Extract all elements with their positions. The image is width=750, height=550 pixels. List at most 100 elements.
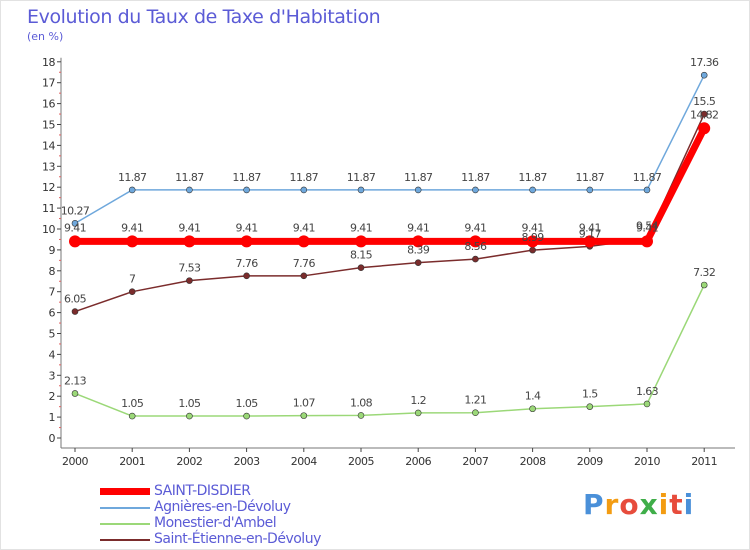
data-label: 11.87 bbox=[633, 171, 662, 184]
data-point bbox=[700, 71, 708, 79]
data-label: 7.76 bbox=[293, 257, 316, 270]
data-point bbox=[641, 235, 653, 248]
y-tick-label: 14 bbox=[42, 139, 55, 152]
data-point bbox=[71, 220, 79, 227]
data-point bbox=[300, 186, 308, 194]
y-tick-label: 18 bbox=[42, 56, 55, 69]
legend-item-monestier: Monestier-d'Ambel bbox=[100, 515, 420, 532]
legend-item-saint-disdier: SAINT-DISDIER bbox=[100, 483, 420, 500]
data-point bbox=[357, 186, 365, 194]
data-label: 1.05 bbox=[178, 397, 201, 410]
data-label: 9.41 bbox=[178, 221, 200, 234]
data-label: 7.53 bbox=[178, 262, 201, 275]
logo-letter: o bbox=[619, 488, 640, 521]
data-point bbox=[414, 409, 422, 417]
data-point bbox=[414, 259, 422, 266]
data-label: 17.36 bbox=[690, 56, 719, 69]
data-point bbox=[700, 281, 708, 289]
data-point bbox=[583, 235, 596, 248]
legend-label: Agnières-en-Dévoluy bbox=[154, 499, 291, 515]
data-point bbox=[243, 412, 250, 420]
logo-letter: x bbox=[639, 488, 659, 521]
data-label: 9.41 bbox=[64, 221, 86, 234]
data-label: 6.05 bbox=[64, 293, 87, 306]
y-tick-label: 16 bbox=[42, 98, 55, 111]
x-tick-label: 2011 bbox=[691, 455, 717, 468]
data-point bbox=[126, 235, 139, 248]
data-label: 9.41 bbox=[293, 221, 315, 234]
legend-label: SAINT-DISDIER bbox=[154, 483, 251, 499]
chart-title: Evolution du Taux de Taxe d'Habitation bbox=[27, 6, 381, 28]
logo-letter: P bbox=[583, 488, 605, 521]
data-label: 7 bbox=[129, 273, 136, 286]
logo-letter: i bbox=[683, 488, 695, 521]
legend-swatch bbox=[100, 507, 150, 509]
data-point bbox=[297, 235, 310, 248]
data-label: 9.41 bbox=[636, 221, 658, 234]
data-point bbox=[529, 186, 536, 194]
data-label: 11.87 bbox=[118, 171, 147, 184]
data-point bbox=[472, 186, 479, 194]
legend-swatch bbox=[100, 488, 150, 495]
chart-data-labels: 9.41 9.41 9.41 9.41 9.41 9.41 9.41 9.41 9.41 9.41… bbox=[61, 56, 720, 410]
data-point bbox=[186, 412, 193, 420]
data-label: 7.76 bbox=[236, 257, 259, 270]
data-point bbox=[128, 186, 136, 194]
data-point bbox=[643, 400, 651, 408]
y-tick-label: 3 bbox=[49, 369, 56, 382]
data-label: 9.54 bbox=[636, 220, 659, 233]
data-point bbox=[186, 277, 193, 284]
data-point bbox=[128, 412, 136, 420]
chart-unit-label: (en %) bbox=[27, 30, 64, 43]
y-tick-label: 12 bbox=[42, 181, 55, 194]
data-label: 9.41 bbox=[350, 221, 372, 234]
data-point bbox=[529, 246, 536, 254]
data-point bbox=[71, 390, 79, 397]
data-point bbox=[300, 272, 308, 280]
data-point bbox=[355, 235, 367, 248]
data-label: 11.87 bbox=[576, 171, 605, 184]
x-tick-label: 2006 bbox=[405, 455, 431, 468]
data-label: 8.39 bbox=[407, 244, 430, 257]
data-label: 1.4 bbox=[525, 390, 541, 403]
series-line bbox=[71, 124, 708, 245]
data-point bbox=[243, 272, 250, 280]
x-tick-label: 2005 bbox=[348, 455, 374, 468]
y-tick-label: 13 bbox=[42, 160, 55, 173]
data-label: 14.82 bbox=[690, 108, 719, 121]
data-label: 9.41 bbox=[121, 221, 143, 234]
data-label: 8.99 bbox=[522, 231, 545, 244]
data-label: 1.05 bbox=[236, 397, 259, 410]
data-point bbox=[586, 403, 594, 410]
x-tick-label: 2002 bbox=[176, 455, 202, 468]
y-tick-label: 2 bbox=[49, 390, 56, 403]
y-tick-label: 6 bbox=[49, 307, 56, 320]
data-point bbox=[183, 235, 196, 248]
x-tick-label: 2007 bbox=[462, 455, 488, 468]
data-label: 1.05 bbox=[121, 397, 144, 410]
x-tick-label: 2008 bbox=[520, 455, 546, 468]
data-point bbox=[586, 186, 594, 194]
y-tick-label: 1 bbox=[49, 411, 56, 424]
data-point bbox=[186, 186, 193, 194]
x-tick-label: 2000 bbox=[62, 455, 88, 468]
data-label: 11.87 bbox=[461, 171, 490, 184]
data-label: 1.63 bbox=[636, 385, 659, 398]
data-label: 11.87 bbox=[175, 171, 204, 184]
data-label: 7.32 bbox=[693, 266, 715, 279]
chart-legend: SAINT-DISDIER Agnières-en-Dévoluy Monest… bbox=[100, 483, 420, 548]
data-point bbox=[243, 186, 250, 194]
data-label: 11.87 bbox=[290, 171, 319, 184]
data-point bbox=[357, 264, 365, 271]
legend-label: Monestier-d'Ambel bbox=[154, 515, 277, 531]
data-label: 8.56 bbox=[464, 240, 487, 253]
data-point bbox=[240, 235, 253, 248]
y-tick-label: 11 bbox=[42, 202, 55, 215]
series-line bbox=[74, 113, 705, 313]
legend-item-saint-etienne: Saint-Étienne-en-Dévoluy bbox=[100, 531, 420, 548]
legend-swatch bbox=[100, 539, 150, 541]
data-label: 1.07 bbox=[293, 397, 316, 410]
